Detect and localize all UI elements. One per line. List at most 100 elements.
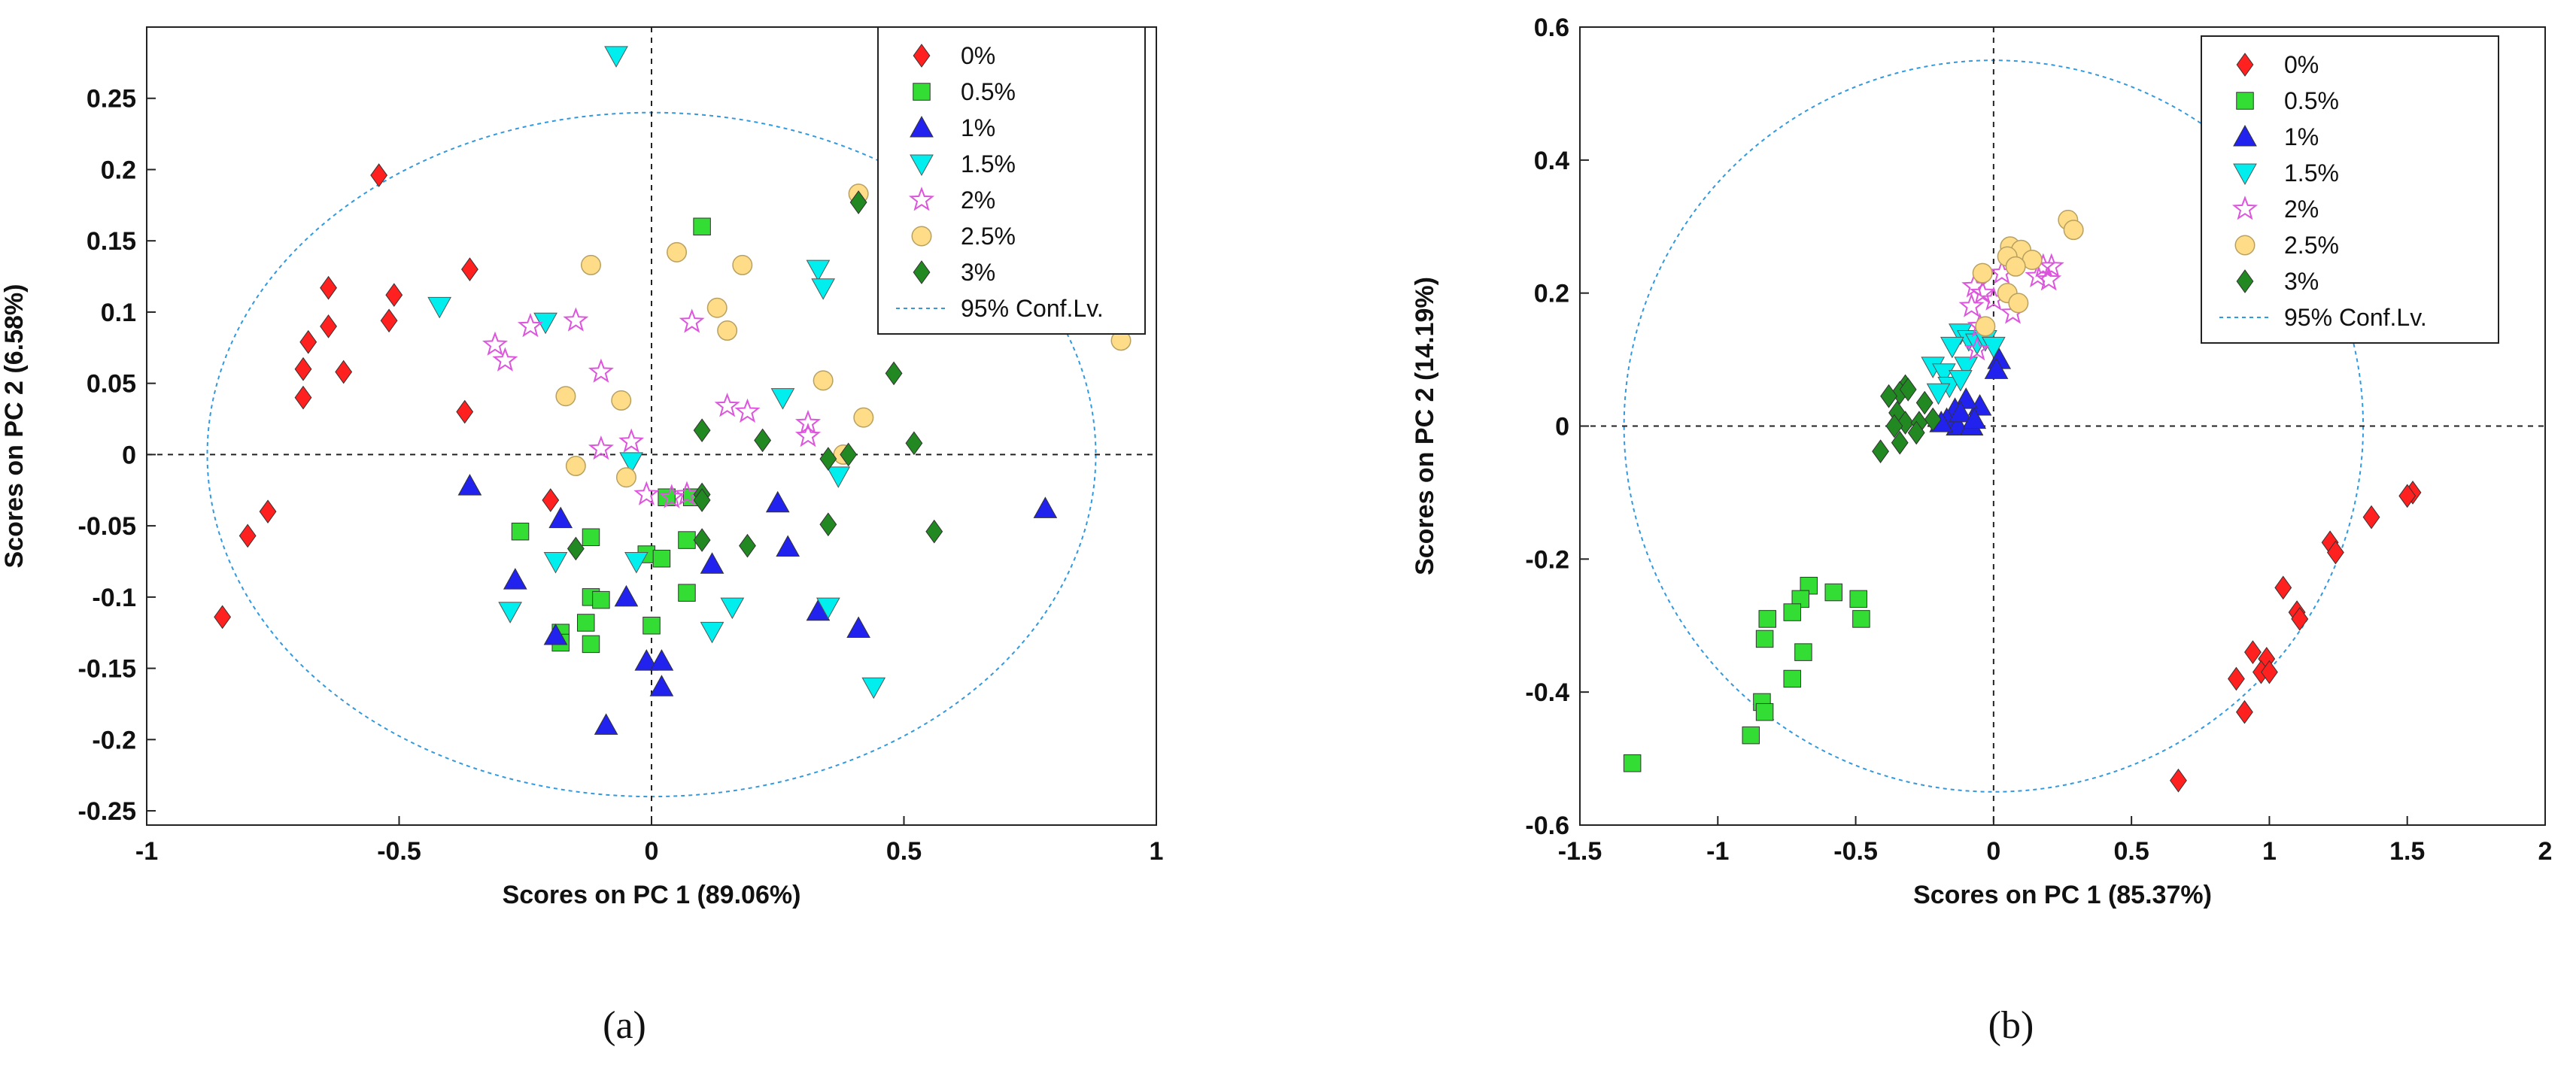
panel-a-point-0pct [320,275,337,300]
panel-b-point-0-5pct [1783,669,1802,688]
panel-b-legend-label-2-5pct: 2.5% [2284,232,2339,259]
panel-b-point-0pct [2326,540,2344,565]
panel-b-series-0-5pct [1623,576,1870,772]
panel-b-point-3pct [1915,390,1934,415]
panel-b-point-3pct [1897,411,1914,435]
panel-b-legend-label-1-5pct: 1.5% [2284,159,2339,187]
panel-a-legend-marker-1pct [910,115,934,138]
panel-a-point-2pct [492,347,518,372]
panel-b-point-0pct [2244,640,2262,664]
panel-a-point-2pct [481,331,509,356]
panel-a-legend-marker-1-5pct [910,154,934,177]
panel-b-point-1-5pct [1932,363,1956,385]
panel-b-x-tick-label: 0 [1986,837,2000,866]
panel-b-point-1pct [1984,357,2009,379]
panel-b-legend-label-3pct: 3% [2284,268,2319,295]
panel-a-point-1pct [700,552,724,574]
panel-a-series-1pct [457,474,1058,735]
panel-a-point-0pct [456,399,474,424]
panel-b-point-0-5pct [1824,583,1842,602]
panel-b-legend-box [2201,35,2499,344]
panel-a-legend-label-0pct: 0% [961,42,995,69]
panel-b-point-0pct [2398,484,2417,508]
panel-a-point-3pct [885,361,903,386]
panel-a-point-3pct [693,528,711,552]
panel-a-y-tick-label: 0.2 [101,156,136,184]
panel-a-point-1-5pct [861,677,886,699]
panel-b-point-2-5pct [2005,256,2026,277]
panel-a-point-1-5pct [604,46,628,68]
panel-b-point-3pct [1880,384,1897,408]
panel-b-x-tick-label: -0.5 [1833,837,1878,866]
panel-a-legend-label-confidence: 95% Conf.Lv. [961,295,1104,322]
panel-b-point-0pct [2228,666,2245,691]
panel-b-point-3pct [1891,430,1909,455]
panel-a-point-0-5pct [577,614,595,632]
panel-a-legend-label-2-5pct: 2.5% [961,223,1016,250]
panel-b-legend-marker-2-5pct [2234,235,2256,256]
panel-a-point-0pct [259,499,277,524]
panel-a-point-0pct [380,308,398,333]
panel-a-point-2-5pct [717,320,738,341]
panel-b-point-1-5pct [1926,383,1951,405]
panel-a-point-3pct [693,418,711,443]
panel-b-x-axis-label: Scores on PC 1 (85.37%) [1913,881,2212,909]
panel-a-point-1pct [1033,496,1058,518]
panel-a-legend-box [877,26,1146,335]
panel-a-point-3pct [849,190,867,214]
panel-a-point-2pct [794,409,822,435]
panel-a-point-0pct [370,163,388,187]
panel-a-point-1pct [457,474,482,496]
panel-a-point-2-5pct [565,456,586,477]
panel-b-point-3pct [1907,420,1925,445]
panel-b-y-tick-label: -0.6 [1525,812,1569,840]
panel-b-chart: -1.5 -1 -0.5 0 0.5 1 1.5 2 -0.6 -0.4 -0.2 0 0.2 0.4 0.… [1411,14,2552,909]
panel-b-legend-marker-3pct [2236,269,2254,293]
panel-a-legend-marker-0-5pct [913,83,931,101]
panel-a-point-1-5pct [770,388,795,410]
panel-a-point-3pct [567,536,585,561]
panel-a-point-1-5pct [806,259,831,282]
panel-a-point-1-5pct [619,452,644,474]
panel-b-point-1pct [1962,407,1987,429]
panel-b-point-2pct [2038,253,2064,278]
panel-a-caption: (a) [603,1004,646,1047]
panel-a-point-0-5pct [592,590,610,609]
panel-a-point-1-5pct [826,466,851,488]
panel-b-point-0-5pct [1623,754,1642,772]
panel-b-series-1-5pct [1921,323,2006,405]
panel-a-point-1-5pct [700,621,724,644]
panel-a-point-2-5pct [580,254,601,275]
panel-b-x-tick-label: -1.5 [1558,837,1602,866]
panel-a-y-tick-label: 0.15 [87,227,136,256]
panel-a-point-0-5pct [678,584,696,602]
panel-b-point-1-5pct [1949,370,1973,392]
panel-a-point-2pct [517,313,543,338]
panel-a-point-1-5pct [543,551,568,574]
panel-b-point-2-5pct [1975,316,1996,337]
panel-b-x-tick-label: 1.5 [2389,837,2425,866]
panel-a-legend-label-0-5pct: 0.5% [961,78,1016,105]
panel-a-point-2-5pct [706,297,728,318]
panel-a-legend-marker-3pct [913,260,931,284]
panel-a-point-0-5pct [582,635,600,654]
panel-a-point-1pct [543,623,568,645]
panel-a-point-1-5pct [624,551,649,574]
panel-a-point-1-5pct [816,597,840,620]
panel-a-series-2pct [481,307,822,508]
panel-b-point-2pct [1970,279,1996,305]
panel-a-point-2-5pct [555,386,576,407]
panel-b-y-tick-label: 0 [1555,413,1569,441]
panel-a-point-3pct [754,428,772,453]
panel-a-point-3pct [693,488,711,512]
panel-a-point-3pct [840,442,858,467]
panel-b-caption: (b) [1988,1004,2034,1047]
panel-a-point-2pct [714,393,740,417]
panel-a-y-tick-label: -0.2 [92,726,136,754]
panel-b-point-0pct [2362,505,2380,529]
panel-b-point-0-5pct [1852,610,1870,628]
panel-a-point-2pct [794,422,822,448]
panel-b-point-0pct [2236,699,2253,724]
panel-b-point-0pct [2291,607,2309,631]
panel-b-point-0-5pct [1849,590,1867,608]
